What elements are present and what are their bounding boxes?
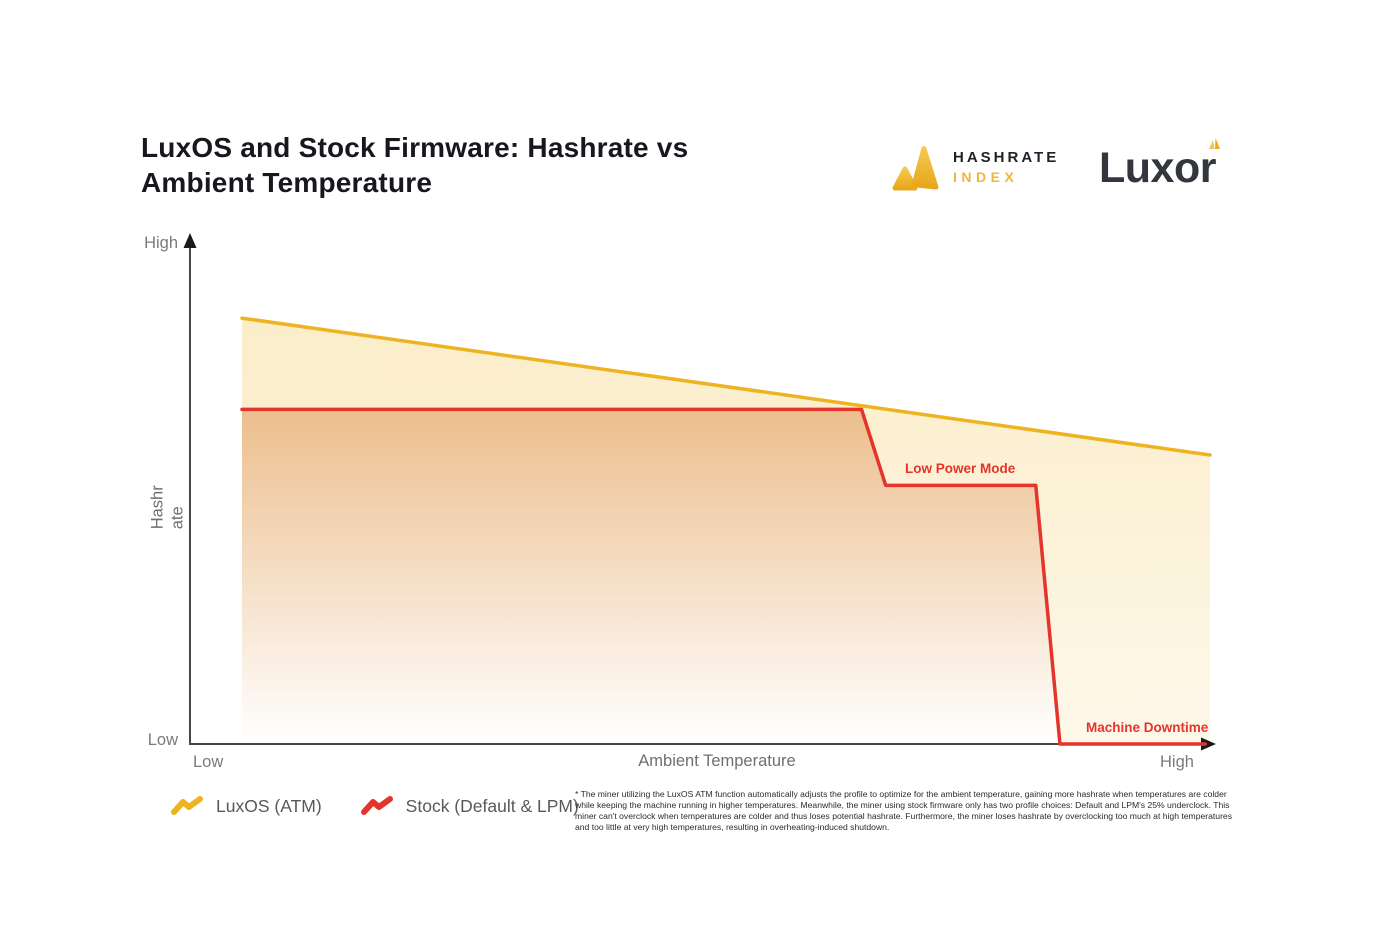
x-axis-tick-high: High [1160, 753, 1194, 771]
legend-item-stock: Stock (Default & LPM) [360, 795, 579, 817]
hashrate-index-line2: INDEX [953, 169, 1019, 185]
chart-footnote: * The miner utilizing the LuxOS ATM func… [575, 789, 1233, 832]
legend-label-stock: Stock (Default & LPM) [405, 795, 579, 816]
luxor-logo: Luxor [1099, 136, 1223, 194]
hashrate-index-line1: HASHRATE [953, 149, 1060, 166]
stock-legend-line-icon [360, 795, 394, 817]
chart-legend: LuxOS (ATM) Stock (Default & LPM) [170, 795, 579, 817]
y-axis-tick-low: Low [147, 731, 178, 749]
annotation-machine-downtime: Machine Downtime [1086, 720, 1209, 735]
luxor-wordmark: Luxor [1099, 144, 1216, 192]
stock-area-fill [242, 409, 1206, 744]
annotation-low-power-mode: Low Power Mode [905, 461, 1016, 476]
page-title: LuxOS and Stock Firmware: Hashrate vs Am… [141, 132, 689, 198]
y-axis-tick-high: High [144, 234, 178, 252]
legend-label-luxos: LuxOS (ATM) [216, 795, 322, 816]
legend-item-luxos: LuxOS (ATM) [170, 795, 322, 817]
luxos-legend-line-icon [170, 795, 204, 817]
x-axis-arrow-icon [1201, 737, 1216, 751]
x-axis-title: Ambient Temperature [638, 752, 796, 770]
hashrate-index-logo: HASHRATE INDEX [891, 142, 1059, 192]
x-axis-tick-low: Low [193, 753, 224, 771]
luxor-logo-mark-icon [1203, 136, 1223, 154]
stock-line [240, 407, 1207, 746]
hashrate-index-wordmark: HASHRATE INDEX [953, 149, 1059, 185]
y-axis-title-text: Hashrate [148, 485, 186, 530]
y-axis-title: Hashrate [128, 466, 208, 546]
hashrate-index-logo-icon [891, 142, 943, 192]
y-axis-arrow-icon [183, 233, 197, 248]
luxos-line [240, 316, 1212, 457]
